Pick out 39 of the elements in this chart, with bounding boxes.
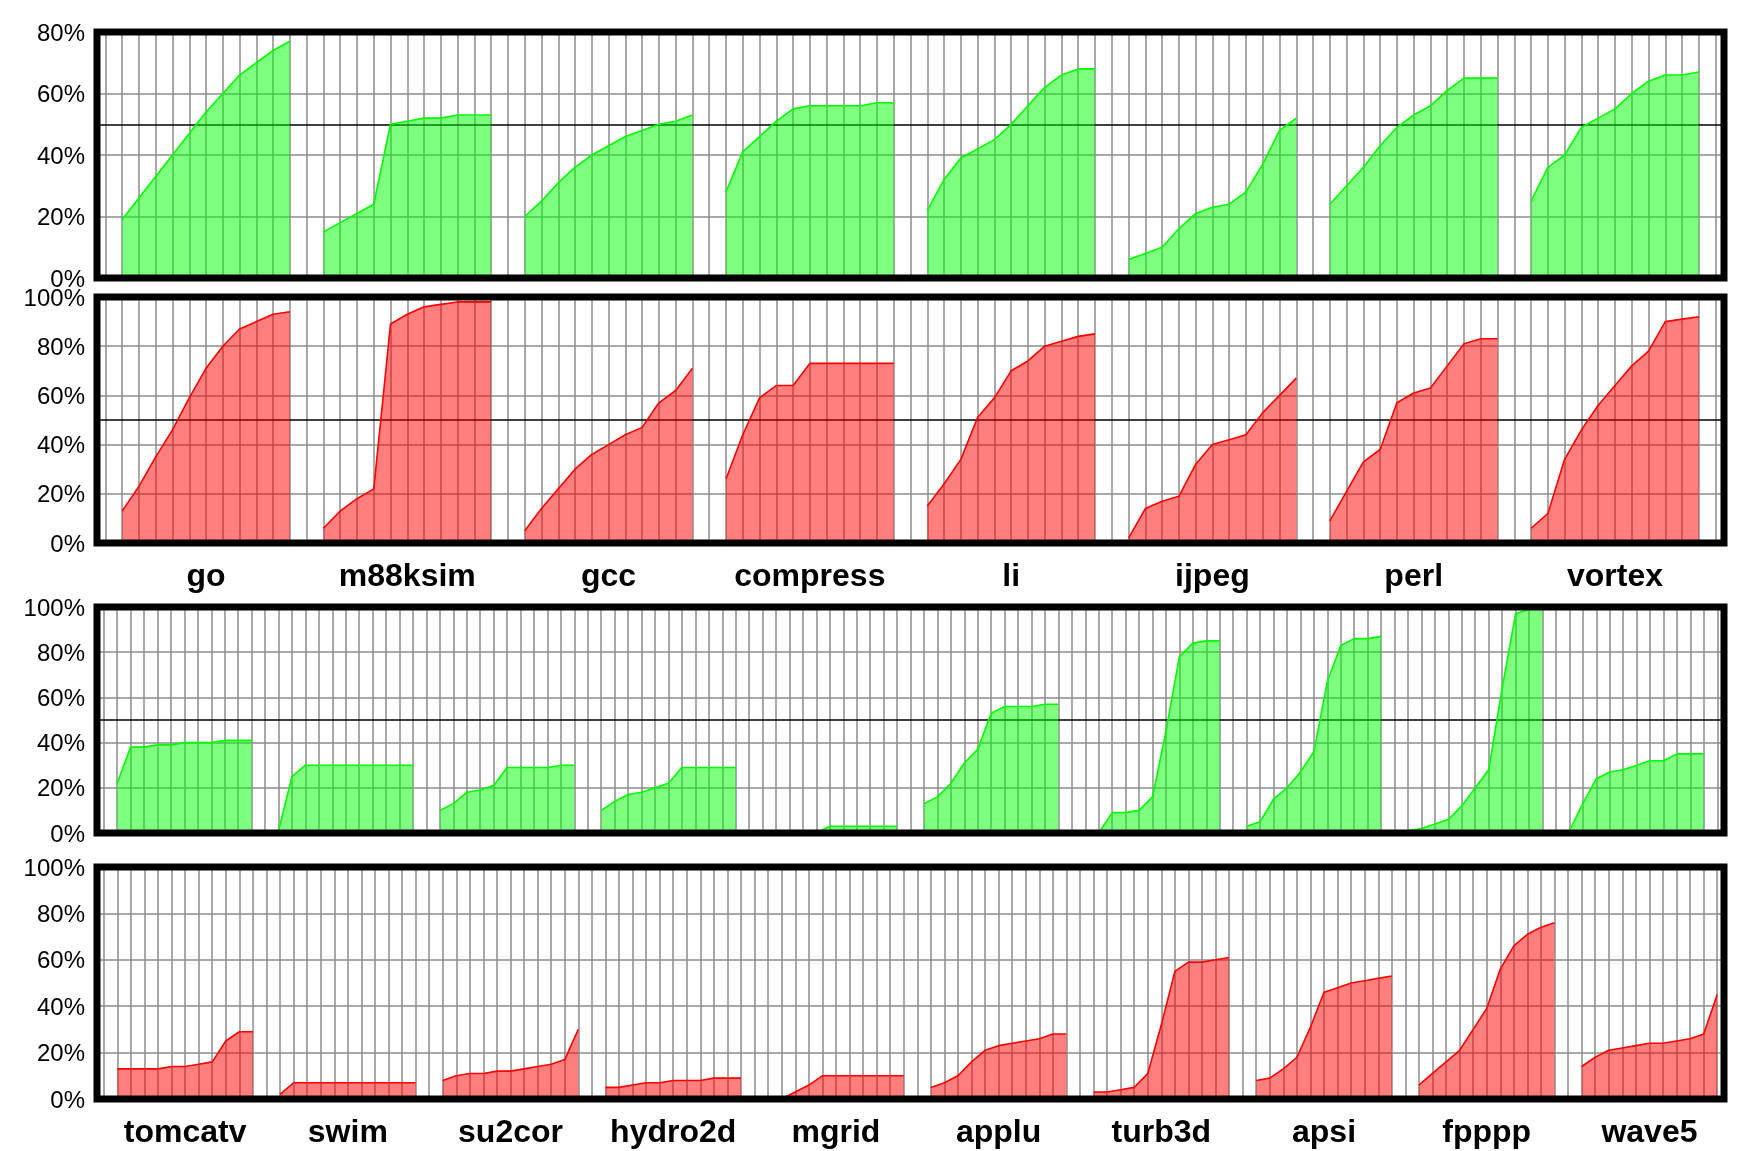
x-tick-label: perl: [1384, 557, 1444, 593]
y-tick-label: 80%: [36, 332, 85, 360]
x-tick-label: m88ksim: [338, 557, 476, 593]
y-tick-label: 40%: [36, 992, 85, 1020]
y-tick-label: 20%: [36, 203, 85, 230]
x-tick-label: applu: [955, 1113, 1042, 1149]
y-tick-label: 100%: [23, 593, 85, 621]
y-tick-label: 100%: [23, 853, 85, 881]
x-tick-label: gcc: [581, 557, 637, 593]
y-tick-label: 40%: [36, 729, 85, 757]
y-tick-label: 20%: [36, 1039, 85, 1067]
y-tick-label: 40%: [36, 431, 85, 459]
y-tick-label: 60%: [36, 683, 85, 711]
y-tick-label: 60%: [36, 80, 85, 107]
x-tick-label: tomcatv: [123, 1113, 247, 1149]
x-tick-label: su2cor: [458, 1113, 563, 1149]
x-tick-label: hydro2d: [610, 1113, 737, 1149]
x-tick-label: vortex: [1566, 557, 1664, 593]
x-tick-label: mgrid: [791, 1113, 881, 1149]
y-tick-label: 80%: [36, 899, 85, 927]
y-tick-label: 0%: [50, 819, 85, 847]
y-tick-label: 60%: [36, 946, 85, 974]
y-tick-label: 0%: [50, 529, 85, 557]
y-tick-label: 20%: [36, 480, 85, 508]
x-tick-label: fpppp: [1442, 1113, 1532, 1149]
x-tick-label: swim: [307, 1113, 388, 1149]
y-tick-label: 0%: [50, 1085, 85, 1113]
x-tick-label: compress: [734, 557, 886, 593]
x-tick-label: ijpeg: [1175, 557, 1250, 593]
x-tick-label: go: [186, 557, 226, 593]
y-tick-label: 80%: [36, 638, 85, 666]
y-tick-label: 20%: [36, 774, 85, 802]
y-tick-label: 40%: [36, 141, 85, 169]
x-tick-label: turb3d: [1111, 1113, 1212, 1149]
x-tick-label: li: [1002, 557, 1021, 593]
y-tick-label: 60%: [36, 381, 85, 409]
x-tick-label: wave5: [1600, 1113, 1698, 1149]
y-tick-label: 80%: [36, 18, 85, 46]
x-tick-label: apsi: [1292, 1113, 1357, 1149]
